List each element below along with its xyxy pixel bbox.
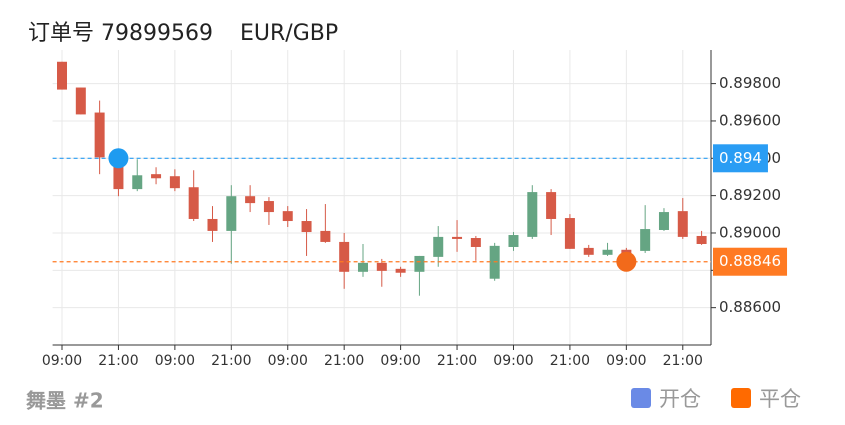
x-tick-label: 09:00 bbox=[493, 353, 533, 369]
price-label-box bbox=[713, 144, 768, 173]
candle-body bbox=[395, 268, 406, 273]
x-tick-label: 21:00 bbox=[211, 353, 251, 369]
candle-body bbox=[207, 218, 218, 231]
author: 舞墨 #2 bbox=[26, 389, 104, 413]
candle-body bbox=[583, 247, 594, 255]
candle-body bbox=[658, 212, 669, 230]
price-label: 0.88846 bbox=[719, 252, 781, 270]
candle-body bbox=[301, 221, 312, 233]
candle-body bbox=[75, 87, 86, 115]
candle-body bbox=[169, 176, 180, 189]
x-tick-label: 09:00 bbox=[606, 353, 646, 369]
x-tick-label: 09:00 bbox=[155, 353, 195, 369]
legend-label: 开仓 bbox=[659, 387, 701, 411]
candle-body bbox=[452, 236, 463, 239]
candle-body bbox=[433, 236, 444, 257]
trade-marker bbox=[108, 148, 129, 169]
candle-body bbox=[188, 187, 199, 219]
x-tick-label: 21:00 bbox=[550, 353, 590, 369]
y-tick-label: 0.89200 bbox=[719, 186, 781, 204]
candle-body bbox=[602, 249, 613, 255]
x-tick-label: 21:00 bbox=[663, 353, 703, 369]
candle-body bbox=[546, 192, 557, 219]
candle-body bbox=[470, 238, 481, 247]
candle-body bbox=[226, 196, 237, 231]
order-number: 订单号 79899569 bbox=[28, 21, 213, 46]
legend-label: 平仓 bbox=[759, 387, 801, 411]
candle-body bbox=[113, 157, 124, 190]
price-label: 0.894 bbox=[719, 149, 762, 167]
candle-body bbox=[414, 255, 425, 272]
candle-body bbox=[94, 112, 105, 158]
candle-body bbox=[640, 229, 651, 251]
trade-marker bbox=[616, 251, 637, 272]
y-tick-label: 0.89600 bbox=[719, 111, 781, 129]
x-tick-label: 21:00 bbox=[98, 353, 138, 369]
candle-body bbox=[696, 235, 707, 244]
candle-body bbox=[245, 196, 256, 204]
candle-body bbox=[357, 262, 368, 272]
x-tick-label: 21:00 bbox=[437, 353, 477, 369]
legend-swatch bbox=[631, 388, 651, 408]
candle-body bbox=[564, 218, 575, 249]
candle-body bbox=[527, 192, 538, 237]
symbol: EUR/GBP bbox=[240, 21, 338, 46]
y-tick-label: 0.89800 bbox=[719, 74, 781, 92]
x-tick-label: 21:00 bbox=[324, 353, 364, 369]
candle-body bbox=[677, 211, 688, 237]
x-tick-label: 09:00 bbox=[268, 353, 308, 369]
candle-body bbox=[320, 230, 331, 242]
candle-body bbox=[339, 241, 350, 272]
candle-body bbox=[151, 174, 162, 179]
candle-body bbox=[57, 61, 68, 90]
legend-swatch bbox=[731, 388, 751, 408]
candle-body bbox=[508, 235, 519, 247]
candle-body bbox=[132, 175, 143, 190]
x-tick-label: 09:00 bbox=[380, 353, 420, 369]
price-label-box bbox=[713, 247, 788, 276]
y-tick-label: 0.88600 bbox=[719, 298, 781, 316]
candle-body bbox=[376, 262, 387, 271]
y-tick-label: 0.89000 bbox=[719, 223, 781, 241]
candle-body bbox=[263, 201, 274, 213]
candle-body bbox=[282, 211, 293, 222]
x-tick-label: 09:00 bbox=[42, 353, 82, 369]
